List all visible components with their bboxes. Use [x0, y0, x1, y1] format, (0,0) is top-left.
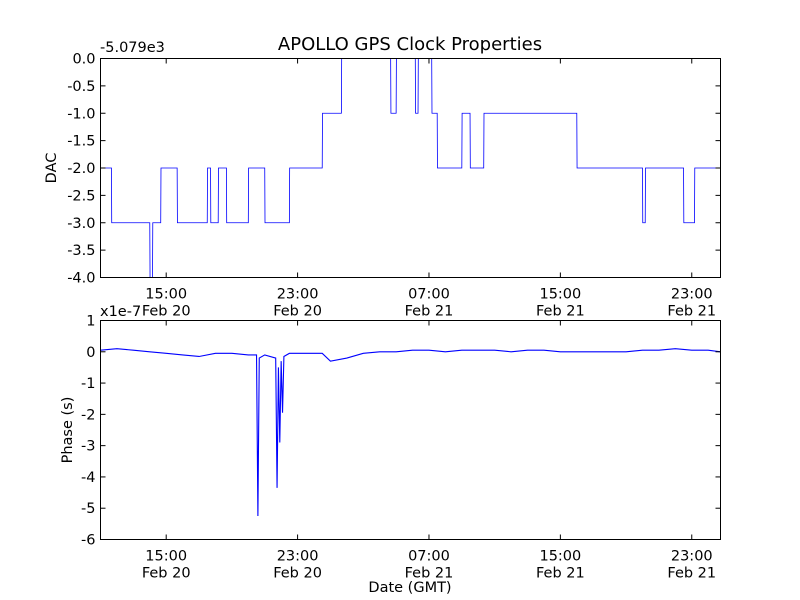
- dac-series-line-0: [100, 58, 721, 278]
- dac-y-tick-label: -3.5: [67, 243, 95, 259]
- dac-y-tick-label: -1.0: [67, 106, 95, 122]
- phase-x-tick-date: Feb 20: [142, 566, 191, 582]
- dac-panel: -5.079e3 DAC 0.0 -0.5 -1.0 -1.5 -2.0 -2.5 -3.0…: [44, 40, 721, 320]
- dac-x-tick-time: 15:00: [145, 287, 187, 303]
- dac-x-tick-time: 15:00: [539, 287, 581, 303]
- phase-series-line-0: [100, 348, 721, 517]
- dac-x-tick-date: Feb 21: [667, 304, 716, 320]
- x-axis-label: Date (GMT): [368, 580, 451, 596]
- dac-offset-label: -5.079e3: [100, 40, 165, 56]
- phase-x-tick-date: Feb 21: [536, 566, 585, 582]
- phase-y-tick-label: -3: [81, 439, 95, 455]
- phase-x-tick-date: Feb 21: [405, 566, 454, 582]
- phase-offset-label: x1e-7: [100, 304, 141, 320]
- dac-x-tick-time: 07:00: [408, 287, 450, 303]
- dac-x-tick-date: Feb 20: [142, 304, 191, 320]
- dac-x-tick-time: 23:00: [671, 287, 713, 303]
- chart-title: APOLLO GPS Clock Properties: [278, 34, 542, 55]
- dac-ticks: 0.0 -0.5 -1.0 -1.5 -2.0 -2.5 -3.0 -3.5 -4.0 15:00…: [67, 52, 721, 320]
- dac-y-tick-label: 0.0: [72, 52, 95, 68]
- phase-y-tick-label: -1: [81, 376, 95, 392]
- phase-x-tick-time: 23:00: [277, 549, 319, 565]
- dac-plot-area: [100, 58, 721, 278]
- phase-y-tick-label: 1: [86, 314, 95, 330]
- phase-y-tick-label: -6: [81, 533, 95, 549]
- phase-x-tick-time: 23:00: [671, 549, 713, 565]
- dac-y-tick-label: -3.0: [67, 216, 95, 232]
- dac-y-tick-label: -0.5: [67, 79, 95, 95]
- phase-x-tick-time: 15:00: [539, 549, 581, 565]
- phase-y-tick-label: -2: [81, 407, 95, 423]
- phase-x-tick-date: Feb 21: [667, 566, 716, 582]
- phase-plot-area: [100, 348, 721, 517]
- phase-x-tick-time: 15:00: [145, 549, 187, 565]
- dac-y-tick-label: -4.0: [67, 271, 95, 287]
- phase-x-tick-time: 07:00: [408, 549, 450, 565]
- dac-x-tick-date: Feb 21: [405, 304, 454, 320]
- phase-y-axis-label: Phase (s): [60, 397, 76, 464]
- phase-x-tick-date: Feb 20: [273, 566, 322, 582]
- dac-y-tick-label: -1.5: [67, 134, 95, 150]
- phase-y-tick-label: 0: [86, 345, 95, 361]
- dac-x-tick-date: Feb 20: [273, 304, 322, 320]
- phase-y-tick-label: -5: [81, 501, 95, 517]
- phase-y-tick-label: -4: [81, 470, 95, 486]
- phase-axes-frame: [100, 320, 721, 540]
- dac-y-axis-label: DAC: [44, 153, 60, 184]
- dac-y-tick-label: -2.0: [67, 161, 95, 177]
- dac-x-tick-time: 23:00: [277, 287, 319, 303]
- dac-y-tick-label: -2.5: [67, 188, 95, 204]
- dac-x-tick-date: Feb 21: [536, 304, 585, 320]
